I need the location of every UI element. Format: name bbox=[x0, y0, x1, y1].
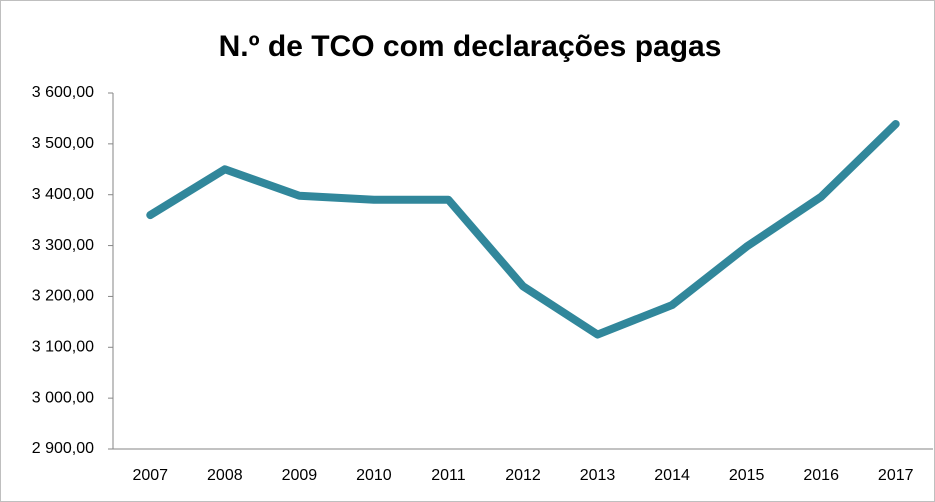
x-tick-label: 2008 bbox=[207, 467, 243, 484]
x-tick-label: 2009 bbox=[282, 467, 318, 484]
data-line bbox=[146, 120, 900, 339]
y-tick-label: 3 000,00 bbox=[32, 389, 94, 406]
chart-title: N.º de TCO com declarações pagas bbox=[219, 30, 722, 63]
y-tick-label: 3 100,00 bbox=[32, 339, 94, 356]
x-tick-label: 2017 bbox=[878, 467, 914, 484]
x-tick-label: 2015 bbox=[729, 467, 765, 484]
x-tick-label: 2011 bbox=[431, 467, 466, 484]
y-tick-label: 3 500,00 bbox=[32, 135, 94, 152]
x-tick-label: 2016 bbox=[803, 467, 839, 484]
y-tick-label: 3 600,00 bbox=[32, 84, 94, 101]
x-tick-label: 2010 bbox=[356, 467, 392, 484]
y-tick-label: 2 900,00 bbox=[32, 440, 94, 457]
y-tick-label: 3 400,00 bbox=[32, 186, 94, 203]
y-tick-label: 3 200,00 bbox=[32, 288, 94, 305]
x-tick-label: 2012 bbox=[505, 467, 541, 484]
x-tick-label: 2007 bbox=[132, 467, 168, 484]
x-tick-label: 2013 bbox=[580, 467, 616, 484]
x-tick-label: 2014 bbox=[654, 467, 690, 484]
y-tick-label: 3 300,00 bbox=[32, 237, 94, 254]
